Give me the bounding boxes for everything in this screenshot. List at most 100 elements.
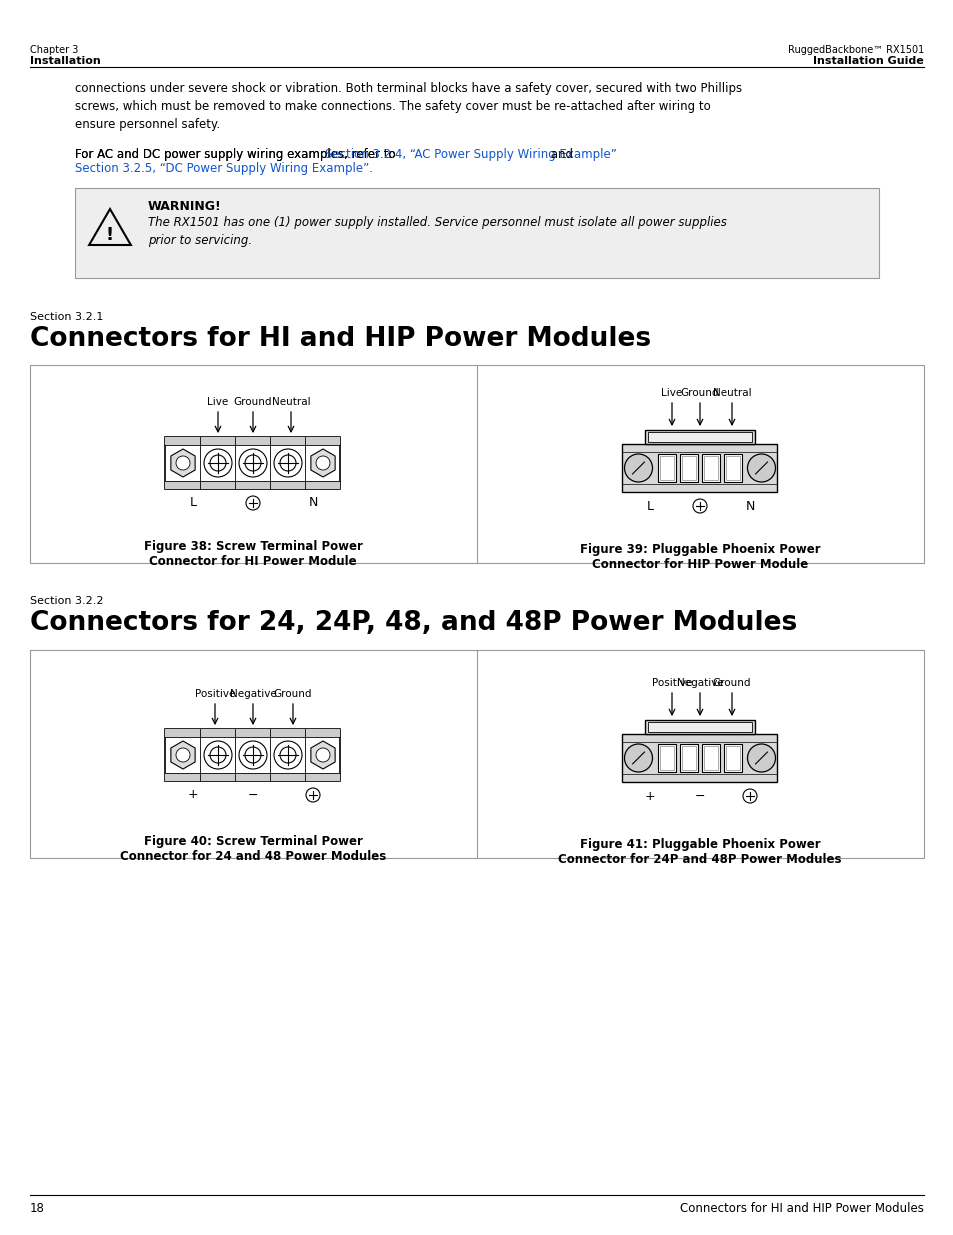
Text: Ground: Ground	[712, 678, 750, 688]
Polygon shape	[311, 741, 335, 769]
Circle shape	[239, 741, 267, 769]
Text: Section 3.2.4, “AC Power Supply Wiring Example”: Section 3.2.4, “AC Power Supply Wiring E…	[325, 148, 617, 161]
Bar	[659, 746, 673, 769]
Bar	[647, 722, 751, 732]
Text: N: N	[308, 496, 317, 510]
Bar	[701, 743, 720, 772]
Bar	[165, 437, 340, 489]
Circle shape	[175, 456, 190, 471]
Bar	[165, 729, 340, 781]
Text: Figure 41: Pluggable Phoenix Power
Connector for 24P and 48P Power Modules: Figure 41: Pluggable Phoenix Power Conne…	[558, 839, 841, 866]
Bar	[681, 456, 696, 480]
FancyBboxPatch shape	[30, 650, 923, 858]
Text: Connectors for HI and HIP Power Modules: Connectors for HI and HIP Power Modules	[30, 326, 651, 352]
Bar	[644, 430, 754, 445]
Bar	[723, 454, 741, 482]
Circle shape	[210, 454, 226, 471]
Text: Neutral: Neutral	[712, 388, 751, 398]
Polygon shape	[311, 450, 335, 477]
Text: Section 3.2.1: Section 3.2.1	[30, 312, 103, 322]
Text: For AC and DC power supply wiring examples, refer to Section 3.2.4, “AC Power Su: For AC and DC power supply wiring exampl…	[75, 148, 717, 161]
Circle shape	[210, 747, 226, 763]
Text: L: L	[190, 496, 196, 510]
Bar	[622, 445, 777, 492]
Text: Live: Live	[207, 396, 229, 408]
Circle shape	[747, 743, 775, 772]
Bar	[622, 734, 777, 782]
Bar	[703, 746, 718, 769]
Text: Negative: Negative	[676, 678, 722, 688]
Circle shape	[175, 748, 190, 762]
Text: +: +	[644, 789, 655, 803]
Bar	[679, 743, 698, 772]
Text: +: +	[188, 788, 198, 802]
Text: For AC and DC power supply wiring examples, refer to: For AC and DC power supply wiring exampl…	[75, 148, 399, 161]
Text: L: L	[646, 499, 653, 513]
Bar	[703, 456, 718, 480]
Polygon shape	[171, 450, 195, 477]
Text: 18: 18	[30, 1202, 45, 1214]
Text: Installation: Installation	[30, 56, 101, 65]
Text: −: −	[694, 789, 704, 803]
Text: Figure 39: Pluggable Phoenix Power
Connector for HIP Power Module: Figure 39: Pluggable Phoenix Power Conne…	[579, 543, 820, 571]
Circle shape	[245, 747, 261, 763]
Text: Ground: Ground	[274, 689, 312, 699]
Circle shape	[692, 499, 706, 513]
Bar	[681, 746, 696, 769]
Circle shape	[624, 454, 652, 482]
Circle shape	[246, 496, 260, 510]
Bar	[658, 454, 676, 482]
Text: RuggedBackbone™ RX1501: RuggedBackbone™ RX1501	[787, 44, 923, 56]
Circle shape	[280, 747, 295, 763]
Text: Neutral: Neutral	[272, 396, 310, 408]
Text: Connectors for HI and HIP Power Modules: Connectors for HI and HIP Power Modules	[679, 1202, 923, 1214]
Text: Section 3.2.5, “DC Power Supply Wiring Example”.: Section 3.2.5, “DC Power Supply Wiring E…	[75, 162, 373, 175]
FancyBboxPatch shape	[75, 188, 878, 278]
Text: Installation Guide: Installation Guide	[812, 56, 923, 65]
Circle shape	[747, 454, 775, 482]
Text: Figure 40: Screw Terminal Power
Connector for 24 and 48 Power Modules: Figure 40: Screw Terminal Power Connecto…	[120, 835, 386, 863]
Circle shape	[306, 788, 319, 802]
Circle shape	[239, 450, 267, 477]
Circle shape	[245, 454, 261, 471]
Bar	[644, 720, 754, 734]
Circle shape	[204, 741, 232, 769]
Text: Figure 38: Screw Terminal Power
Connector for HI Power Module: Figure 38: Screw Terminal Power Connecto…	[143, 540, 362, 568]
FancyBboxPatch shape	[30, 366, 923, 563]
Bar	[165, 437, 340, 445]
Bar	[679, 454, 698, 482]
Circle shape	[274, 450, 302, 477]
Circle shape	[274, 741, 302, 769]
Text: Negative: Negative	[230, 689, 276, 699]
Text: Ground: Ground	[680, 388, 719, 398]
Bar	[165, 729, 340, 737]
Circle shape	[624, 743, 652, 772]
Text: Connectors for 24, 24P, 48, and 48P Power Modules: Connectors for 24, 24P, 48, and 48P Powe…	[30, 610, 797, 636]
Bar	[647, 432, 751, 442]
Bar	[658, 743, 676, 772]
Bar	[725, 746, 740, 769]
Text: Positive: Positive	[194, 689, 235, 699]
Text: !: !	[106, 226, 114, 245]
Text: The RX1501 has one (1) power supply installed. Service personnel must isolate al: The RX1501 has one (1) power supply inst…	[148, 216, 726, 247]
Polygon shape	[171, 741, 195, 769]
Bar	[659, 456, 673, 480]
Circle shape	[315, 456, 330, 471]
Circle shape	[315, 748, 330, 762]
Circle shape	[204, 450, 232, 477]
Bar	[723, 743, 741, 772]
Circle shape	[742, 789, 757, 803]
Text: Ground: Ground	[233, 396, 272, 408]
Text: connections under severe shock or vibration. Both terminal blocks have a safety : connections under severe shock or vibrat…	[75, 82, 741, 131]
Circle shape	[280, 454, 295, 471]
Text: N: N	[744, 499, 754, 513]
Text: For AC and DC power supply wiring examples, refer to: For AC and DC power supply wiring exampl…	[75, 148, 399, 161]
Text: and: and	[546, 148, 573, 161]
Bar	[725, 456, 740, 480]
Text: Positive: Positive	[651, 678, 692, 688]
Text: WARNING!: WARNING!	[148, 200, 221, 212]
Text: Section 3.2.2: Section 3.2.2	[30, 597, 103, 606]
Bar	[165, 773, 340, 781]
Text: −: −	[248, 788, 258, 802]
Text: Live: Live	[660, 388, 682, 398]
